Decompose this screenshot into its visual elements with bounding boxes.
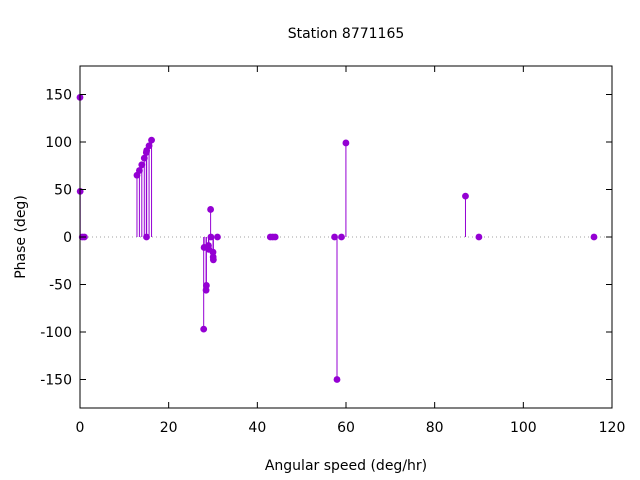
data-point [136,167,143,174]
x-axis-label: Angular speed (deg/hr) [265,458,427,474]
y-tick-label: 50 [54,183,72,199]
data-point [145,142,153,150]
data-point [207,233,215,241]
data-point [462,192,469,200]
data-point [200,325,208,333]
x-tick-label: 40 [248,420,266,436]
y-tick-label: 150 [45,88,72,104]
plot-area: 0 20 40 60 80 100 120 -150 -100 -50 0 50 100 150 [40,65,626,436]
y-tick-label: -50 [49,278,72,294]
data-point [202,282,210,289]
x-tick-label: 60 [337,420,355,436]
x-tick-label: 20 [160,420,178,436]
data-point [590,233,598,241]
data-point [138,161,146,169]
x-tick-label: 0 [76,420,85,436]
chart-title: Station 8771165 [288,26,405,42]
data-point [140,154,148,162]
x-tick-label: 120 [599,420,626,436]
data-point [475,233,483,241]
y-tick-label: -100 [40,325,72,341]
y-tick-label: 0 [63,230,72,246]
data-point [214,233,221,241]
data-point [209,253,217,261]
data-point [207,206,215,213]
data-point [143,233,150,241]
y-tick-label: -150 [40,373,72,389]
data-point [148,136,155,144]
data-point [209,248,217,256]
data-point [331,233,338,241]
y-axis-label: Phase (deg) [13,195,29,279]
data-point [342,139,350,147]
data-point [338,233,345,241]
x-tick-label: 80 [426,420,444,436]
x-tick-label: 100 [510,420,537,436]
y-tick-label: 100 [45,135,72,151]
data-point [271,233,279,241]
data-point [333,376,341,383]
